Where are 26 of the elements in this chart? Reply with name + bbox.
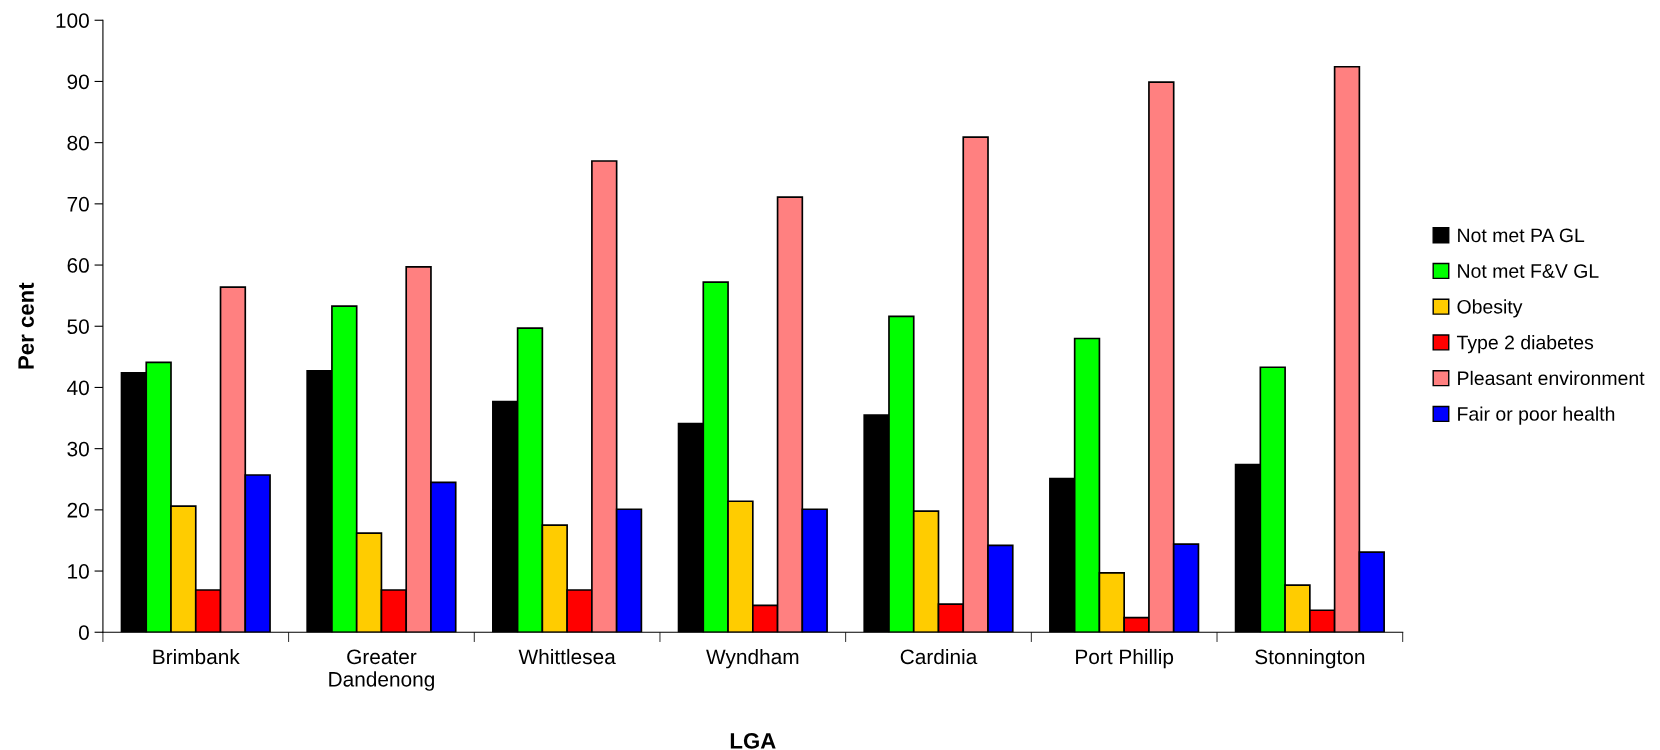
x-axis-title: LGA xyxy=(730,733,776,749)
y-tick-label: 20 xyxy=(67,502,89,518)
y-tick-label: 30 xyxy=(67,441,89,457)
x-tick-label: Brimbank xyxy=(153,648,240,665)
legend-label: Obesity xyxy=(1457,299,1523,318)
y-tick-label: 60 xyxy=(67,258,89,273)
y-tick-label: 0 xyxy=(78,625,89,640)
x-tick-label: Cardinia xyxy=(900,648,978,665)
y-tick-label: 100 xyxy=(56,13,89,28)
legend-label: Pleasant environment xyxy=(1458,370,1645,386)
y-tick-label: 40 xyxy=(67,380,89,396)
legend-label: Not met PA GL xyxy=(1458,228,1585,243)
y-tick-label: 50 xyxy=(67,319,89,334)
y-tick-label: 70 xyxy=(67,196,89,212)
x-tick-label: Port Phillip xyxy=(1076,648,1174,669)
legend-label: Fair or poor health xyxy=(1458,406,1615,425)
x-tick-label: Whittlesea xyxy=(518,648,616,665)
y-tick-label: 80 xyxy=(67,135,89,151)
legend-label: Not met F&V GL xyxy=(1458,264,1599,278)
x-tick-label: Wyndham xyxy=(706,648,799,669)
x-tick-label: Greater Dandenong xyxy=(329,649,434,691)
y-tick-label: 90 xyxy=(67,74,89,90)
y-axis-title: Per cent xyxy=(18,282,34,369)
y-tick-label: 10 xyxy=(68,564,89,579)
legend-label: Type 2 diabetes xyxy=(1456,335,1594,354)
x-tick-label: Stonnington xyxy=(1255,648,1365,669)
